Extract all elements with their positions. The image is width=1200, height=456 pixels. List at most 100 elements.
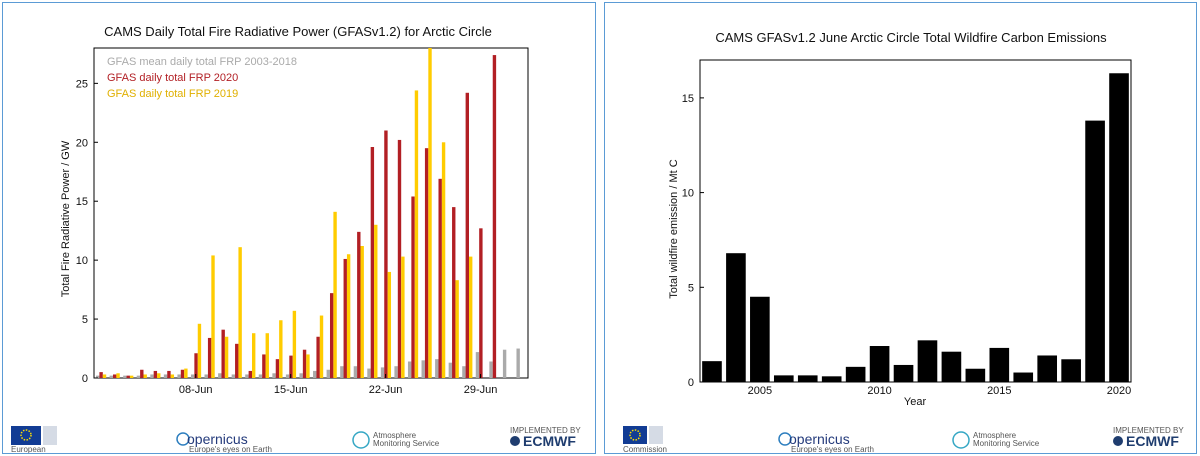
copernicus-swirl-icon (176, 432, 190, 446)
frp-bar-mean (231, 374, 236, 378)
frp-bar-frp2019 (441, 142, 446, 378)
frp-bar-frp2020 (207, 337, 212, 378)
frp-bar-mean (326, 369, 330, 378)
atmosphere-logo: Atmosphere Monitoring Service (352, 431, 440, 449)
legend-2020: GFAS daily total FRP 2020 (107, 72, 238, 84)
emission-bar-2006 (773, 375, 794, 382)
frp-plot-frame (93, 47, 529, 379)
frp-x-tick-label: 08-Jun (179, 384, 213, 396)
frp-bar-frp2020 (492, 55, 497, 378)
frp-y-axis-label: Total Fire Radiative Power / GW (60, 140, 72, 297)
frp-y-tick-label: 20 (76, 137, 88, 149)
frp-bar-frp2020 (302, 349, 307, 378)
frp-bar-mean (272, 373, 276, 378)
frp-bar-frp2020 (370, 147, 375, 378)
copernicus-tagline: Europe's eyes on Earth (189, 445, 272, 453)
emission-y-ticks: 0 5 10 15 (682, 93, 704, 389)
emission-bar-2010 (869, 346, 890, 382)
emission-bars (702, 73, 1129, 383)
legend-2019: GFAS daily total FRP 2019 (107, 88, 238, 100)
left-panel: CAMS Daily Total Fire Radiative Power (G… (2, 2, 596, 454)
frp-bar-frp2020 (248, 370, 252, 378)
frp-bar-frp2020 (99, 372, 103, 378)
frp-bar-frp2020 (289, 355, 293, 378)
emission-x-tick-label: 2010 (867, 385, 891, 397)
frp-bar-frp2019 (143, 374, 147, 378)
atmosphere-line-1: Atmosphere (973, 431, 1017, 440)
frp-y-ticks: 0 5 10 15 20 25 (76, 78, 98, 385)
frp-bar-mean (123, 375, 127, 378)
frp-bar-mean (421, 360, 425, 378)
emission-bar-2017 (1037, 355, 1058, 382)
frp-bar-frp2019 (102, 374, 107, 378)
emission-y-axis-label: Total wildfire emission / Mt C (668, 159, 680, 298)
emission-x-axis-label: Year (904, 396, 927, 408)
frp-bar-mean (407, 361, 412, 378)
frp-bar-frp2019 (265, 333, 269, 378)
copernicus-logo: opernicus Europe's eyes on Earth (176, 431, 272, 453)
frp-bar-mean (502, 349, 507, 378)
frp-bar-mean (177, 374, 181, 378)
frp-bar-frp2019 (346, 254, 351, 378)
frp-chart-title: CAMS Daily Total Fire Radiative Power (G… (104, 24, 492, 39)
right-panel: CAMS GFASv1.2 June Arctic Circle Total W… (604, 2, 1197, 454)
frp-bar-mean (353, 366, 358, 378)
eu-label-2: Commission (623, 445, 667, 453)
frp-chart: CAMS Daily Total Fire Radiative Power (G… (11, 24, 581, 453)
emission-chart: CAMS GFASv1.2 June Arctic Circle Total W… (623, 30, 1184, 453)
atmosphere-icon (352, 431, 370, 449)
frp-bar-frp2020 (343, 258, 347, 378)
frp-bar-frp2020 (316, 336, 320, 378)
emission-chart-title: CAMS GFASv1.2 June Arctic Circle Total W… (715, 30, 1107, 45)
frp-bar-frp2020 (424, 148, 429, 378)
frp-bar-frp2019 (279, 320, 283, 378)
frp-bar-mean (150, 374, 154, 378)
frp-bar-mean (340, 366, 344, 378)
frp-bar-frp2020 (112, 374, 117, 378)
emission-y-tick-label: 10 (682, 188, 694, 200)
frp-bar-mean (475, 352, 480, 378)
frp-x-ticks: 08-Jun 15-Jun 22-Jun 29-Jun (179, 374, 497, 396)
frp-bar-frp2020 (126, 375, 130, 378)
emission-bar-2011 (893, 364, 914, 382)
frp-bar-frp2020 (180, 369, 185, 378)
copernicus-swirl-icon (778, 432, 792, 446)
atmosphere-logo: Atmosphere Monitoring Service (952, 431, 1040, 449)
frp-bar-frp2019 (428, 48, 432, 378)
frp-bar-mean (299, 373, 303, 378)
emission-bar-2013 (941, 351, 962, 382)
emission-bar-2018 (1061, 359, 1081, 382)
frp-bar-frp2020 (140, 369, 144, 378)
atmosphere-line-2: Monitoring Service (973, 439, 1040, 448)
frp-bar-frp2019 (455, 280, 459, 378)
frp-legend: GFAS mean daily total FRP 2003-2018 GFAS… (107, 56, 297, 100)
emission-bar-2003 (702, 361, 722, 382)
emission-bar-2004 (726, 253, 746, 382)
frp-bar-frp2020 (357, 231, 361, 378)
frp-bar-frp2019 (170, 374, 175, 378)
frp-bar-mean (380, 367, 385, 378)
frp-bar-frp2019 (387, 271, 392, 378)
frp-bars (96, 48, 520, 379)
copernicus-name: opernicus (789, 431, 850, 447)
emission-y-tick-label: 5 (688, 282, 694, 294)
frp-bar-frp2020 (384, 130, 388, 378)
frp-x-tick-label: 29-Jun (464, 384, 498, 396)
frp-bar-frp2019 (238, 247, 242, 378)
frp-bar-mean (204, 374, 208, 378)
frp-bar-frp2020 (194, 353, 198, 378)
emission-bar-2007 (797, 375, 818, 382)
frp-y-tick-label: 5 (82, 314, 88, 326)
frp-bar-frp2020 (452, 207, 456, 378)
emission-y-tick-label: 15 (682, 93, 694, 105)
emission-y-tick-label: 0 (688, 377, 694, 389)
emission-x-tick-label: 2020 (1107, 385, 1131, 397)
atmosphere-icon (952, 431, 970, 449)
frp-bar-frp2020 (153, 370, 158, 378)
frp-x-tick-label: 15-Jun (274, 384, 308, 396)
frp-bar-frp2019 (374, 224, 378, 378)
frp-bar-frp2019 (252, 333, 256, 378)
frp-bar-mean (190, 374, 195, 378)
emission-bar-2019 (1085, 120, 1105, 383)
emission-bar-2012 (917, 340, 938, 382)
